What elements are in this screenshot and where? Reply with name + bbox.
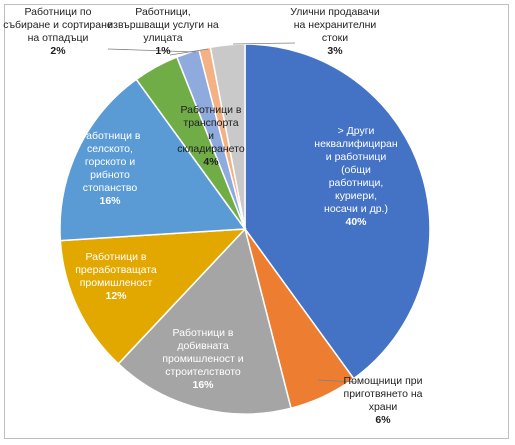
- slice-label-2: Помощници при приготвянето на храни: [344, 375, 423, 413]
- pie-slice-4: [59, 228, 247, 365]
- slice-label-1: > Други неквалифициран и работници (общи раб…: [314, 125, 398, 215]
- slice-label-5: Работници в селското, горското и рибното сто…: [80, 130, 141, 194]
- slice-value-3: 16%: [192, 379, 214, 391]
- slice-value-4: 12%: [105, 290, 127, 302]
- slice-value-5: 16%: [99, 195, 121, 207]
- leader-line-8: [169, 48, 209, 56]
- slice-value-9: 3%: [327, 45, 343, 57]
- leader-line-7: [107, 48, 197, 53]
- pie-slice-1: [244, 43, 431, 380]
- leader-line-2: [317, 379, 357, 383]
- pie-slice-3: [117, 227, 292, 415]
- slice-label-8: Работници, извършващи услуги на улицата: [107, 6, 219, 44]
- slice-label-3: Работници в добивната промишленост и строит…: [162, 327, 243, 378]
- slice-label-6: Работници в транспорта и складирането: [177, 104, 245, 155]
- slice-label-4: Работници в преработващата промишленост: [75, 251, 157, 289]
- slice-value-6: 4%: [203, 156, 219, 168]
- pie-slice-5: [59, 78, 247, 242]
- slice-value-2: 6%: [375, 414, 391, 426]
- slice-label-9: Улични продавачи на нехранителни стоки: [290, 6, 380, 44]
- slice-value-7: 2%: [50, 45, 66, 57]
- leader-line-9: [232, 42, 296, 45]
- slice-label-7: Работници по събиране и сортиране на отпад…: [3, 6, 113, 44]
- slice-value-8: 1%: [155, 45, 171, 57]
- slice-value-1: 40%: [345, 216, 367, 228]
